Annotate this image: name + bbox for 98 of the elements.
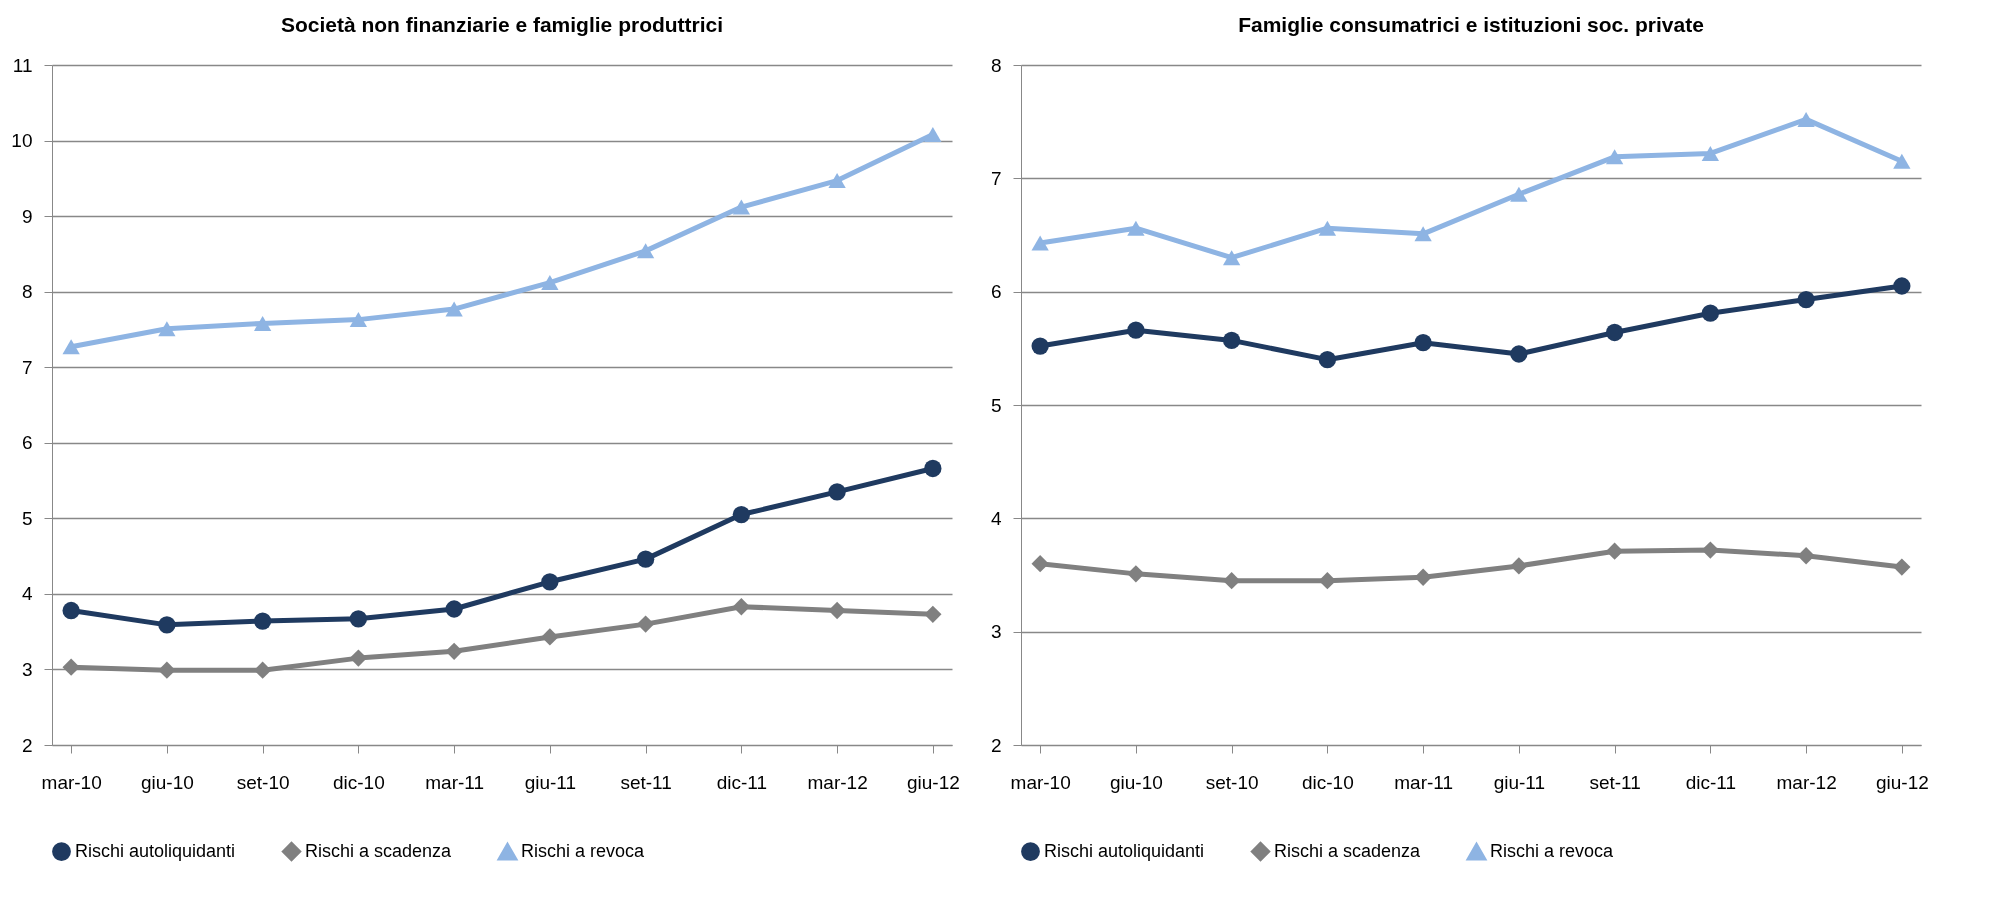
point: [1318, 351, 1337, 369]
y-tick-label: 4: [21, 583, 33, 605]
y-tick-label: 3: [990, 621, 1002, 643]
x-tick-label: giu-10: [140, 771, 194, 793]
point: [445, 600, 463, 618]
point: [1222, 250, 1241, 266]
point: [1031, 555, 1049, 573]
point: [349, 312, 368, 328]
x-tick-label: set-10: [1205, 771, 1259, 793]
y-tick-label: 7: [990, 167, 1002, 189]
point: [1797, 547, 1815, 565]
point: [1510, 186, 1528, 202]
point: [828, 601, 846, 620]
x-tick-label: set-11: [620, 771, 672, 793]
point: [1031, 337, 1049, 355]
point: [62, 601, 80, 620]
point: [1414, 226, 1432, 242]
point: [1127, 565, 1145, 583]
y-tick-label: 9: [21, 205, 33, 227]
x-tick-label: giu-11: [1493, 771, 1546, 793]
x-tick-label: dic-10: [1302, 771, 1354, 793]
point: [1797, 290, 1815, 309]
point: [828, 483, 846, 501]
y-tick-label: 2: [990, 734, 1002, 756]
y-tick-label: 11: [12, 54, 33, 76]
point: [253, 612, 272, 630]
y-tick-label: 8: [21, 281, 33, 303]
y-tick-label: 3: [21, 658, 33, 680]
point: [1510, 557, 1528, 575]
point: [158, 321, 176, 337]
point: [1510, 345, 1528, 363]
y-tick-label: 2: [21, 734, 33, 756]
point: [1605, 323, 1624, 342]
point: [1701, 145, 1720, 161]
point: [1414, 334, 1432, 352]
x-tick-label: mar-10: [41, 771, 102, 793]
point: [924, 459, 942, 478]
x-tick-label: mar-11: [1394, 771, 1454, 793]
x-tick-label: mar-12: [1776, 771, 1837, 793]
legend-label: Rischi a scadenza: [1274, 840, 1422, 861]
x-tick-label: giu-12: [1875, 771, 1929, 793]
point: [158, 661, 176, 679]
y-tick-label: 5: [21, 507, 33, 529]
point: [1797, 111, 1815, 127]
x-tick-label: set-11: [1589, 771, 1641, 793]
x-tick-label: mar-12: [807, 771, 868, 793]
point: [924, 127, 942, 143]
y-tick-label: 5: [990, 394, 1002, 416]
point: [541, 573, 559, 591]
chart-title: Famiglie consumatrici e istituzioni soc. private: [1238, 13, 1704, 36]
legend-label: Rischi a revoca: [521, 841, 646, 862]
point: [62, 339, 80, 355]
x-tick-label: giu-11: [524, 771, 577, 793]
legend-label: Rischi autoliquidanti: [75, 840, 236, 861]
point: [253, 315, 272, 331]
y-tick-label: 7: [21, 356, 33, 378]
x-tick-label: mar-11: [425, 771, 485, 793]
x-tick-label: dic-11: [716, 771, 768, 793]
x-tick-label: dic-10: [333, 771, 385, 793]
y-tick-label: 6: [21, 432, 33, 454]
point: [349, 610, 368, 628]
point: [541, 275, 559, 291]
legend-label: Rischi a scadenza: [305, 840, 453, 861]
x-tick-label: dic-11: [1685, 771, 1737, 793]
point: [636, 550, 655, 568]
point: [62, 658, 80, 676]
point: [732, 199, 751, 215]
point: [1893, 558, 1911, 576]
point: [1031, 235, 1049, 251]
point: [1605, 149, 1624, 165]
point: [1701, 304, 1720, 322]
point: [828, 173, 846, 189]
y-tick-label: 8: [990, 54, 1002, 76]
point: [1127, 321, 1145, 339]
point: [636, 243, 655, 259]
point: [1893, 153, 1911, 169]
point: [1414, 568, 1432, 586]
x-tick-label: mar-10: [1010, 771, 1071, 793]
y-tick-label: 4: [990, 507, 1002, 529]
x-tick-label: giu-12: [906, 771, 960, 793]
point: [158, 616, 176, 634]
point: [1222, 331, 1241, 350]
point: [445, 642, 463, 660]
point: [1318, 220, 1337, 236]
legend-label: Rischi a revoca: [1490, 841, 1615, 862]
x-tick-label: set-10: [236, 771, 290, 793]
y-tick-label: 10: [11, 130, 33, 152]
chart-title: Società non finanziarie e famiglie produttrici: [280, 13, 724, 36]
legend-label: Rischi autoliquidanti: [1044, 840, 1205, 861]
x-tick-label: giu-10: [1109, 771, 1163, 793]
point: [445, 301, 463, 317]
point: [924, 605, 942, 623]
point: [732, 505, 751, 524]
y-tick-label: 6: [990, 281, 1002, 303]
point: [636, 615, 655, 633]
point: [1127, 220, 1145, 236]
point: [541, 628, 559, 646]
point: [1893, 277, 1911, 295]
